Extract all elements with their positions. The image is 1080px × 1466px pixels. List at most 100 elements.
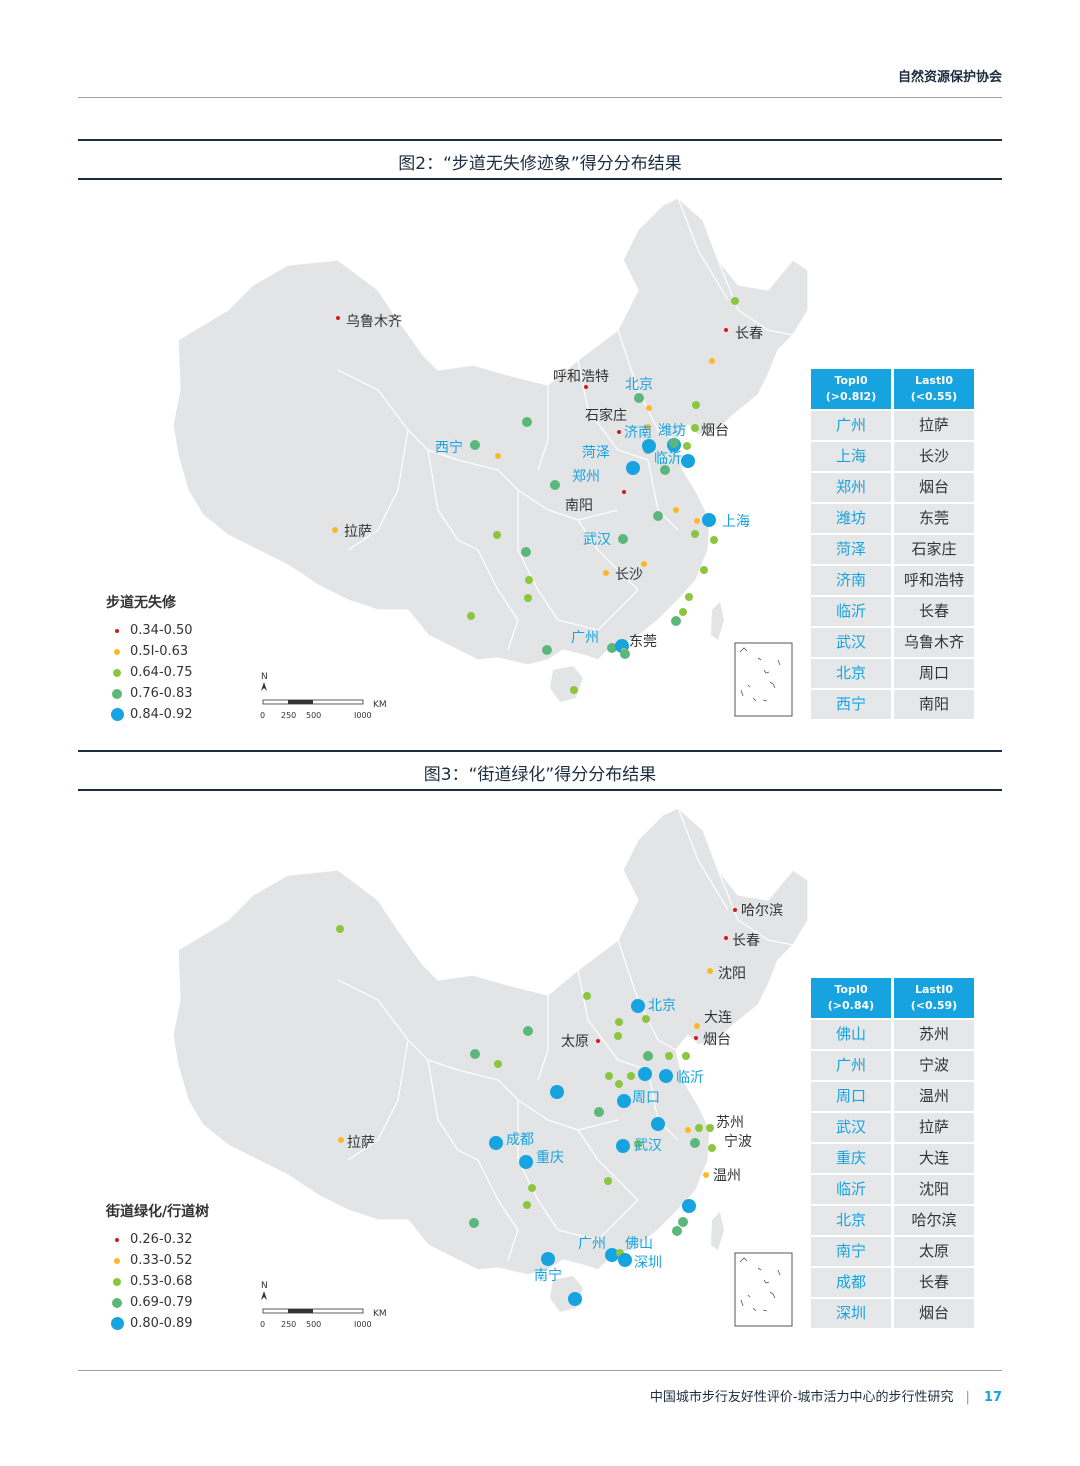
table-row: 武汉 乌鲁木齐 [811,626,974,657]
figure2-scale-bar: N KM 0 250 500 I000 [258,668,398,728]
legend-item: 0.84-0.92 [106,704,193,725]
city-label: 临沂 [676,1070,704,1086]
figure2-city-dots [332,297,739,694]
north-arrow-icon [261,1291,267,1300]
city-marker [521,547,531,557]
city-marker [605,1248,619,1262]
city-marker [653,511,663,521]
city-marker [685,1127,691,1133]
city-label: 大连 [704,1010,732,1026]
city-marker [336,925,344,933]
city-marker [618,534,628,544]
city-marker [724,936,728,940]
figure2-legend-title: 步道无失修 [106,595,176,611]
figure3-legend: 街道绿化/行道树 0.26-0.32 0.33-0.52 0.53-0.68 0… [106,1201,209,1334]
city-marker [615,1018,623,1026]
city-label: 广州 [578,1236,606,1252]
city-label: 重庆 [536,1150,564,1166]
legend-item: 0.26-0.32 [106,1229,209,1250]
city-marker [694,1036,698,1040]
city-marker [627,1072,635,1080]
city-label: 南阳 [565,498,593,514]
figure3-ranking-table: TopI0 (>0.84) LastI0 (<0.59) 佛山 苏州 广州 宁波 周口温… [811,978,974,1328]
city-marker [470,1049,480,1059]
china-landmass [172,197,809,702]
north-label: N [261,1281,268,1291]
city-marker [583,992,591,1000]
city-marker [679,608,687,616]
figure2-ranking-table: TopI0 (>0.8I2) LastI0 (<0.55) 广州 拉萨 上海 长沙 郑州… [811,369,974,719]
footer: 中国城市步行友好性评价-城市活力中心的步行性研究 | 17 [650,1386,1002,1405]
organization-name: 自然资源保护协会 [897,70,1002,85]
city-marker [620,649,630,659]
china-landmass [172,807,809,1312]
legend-swatch [115,1237,119,1242]
legend-swatch [112,1297,122,1308]
legend-swatch [114,1257,120,1264]
table-row: 北京 周口 [811,657,974,688]
city-marker [643,1051,653,1061]
city-label: 长春 [735,326,763,342]
city-label: 烟台 [701,423,729,439]
city-marker [638,1067,652,1081]
city-label: 上海 [722,514,750,530]
legend-item: 0.5I-0.63 [106,641,193,662]
figure3-city-dots [336,908,737,1306]
figure2-bottom-rule [78,178,1002,180]
table-row: 广州 宁波 [811,1049,974,1080]
table-row: 广州 拉萨 [811,409,974,440]
figure2-title: 图2：“步道无失修迹象”得分分布结果 [398,154,682,174]
city-marker [525,576,533,584]
table-row: 重庆 大连 [811,1142,974,1173]
legend-swatch [113,1277,121,1286]
city-marker [541,1252,555,1266]
city-marker [603,570,609,576]
table-row: 临沂 长春 [811,595,974,626]
city-marker [494,1060,502,1068]
city-marker [519,1155,533,1169]
city-label: 佛山 [625,1236,653,1252]
city-marker [694,1023,700,1029]
city-marker [669,438,679,448]
figure3-scale-bar: N KM 0 250 500 I000 [258,1277,398,1337]
city-label: 拉萨 [344,524,372,540]
city-marker [642,1015,650,1023]
city-marker [493,531,501,539]
city-marker [659,1069,673,1083]
city-marker [618,1253,632,1267]
footer-separator: | [965,1390,970,1405]
city-label: 太原 [561,1034,589,1050]
legend-swatch [113,668,121,677]
city-label: 长春 [732,933,760,949]
legend-item: 0.76-0.83 [106,683,193,704]
north-label: N [261,672,268,682]
svg-text:0: 0 [260,711,265,720]
table-row: 西宁 南阳 [811,688,974,719]
city-label: 西宁 [435,439,463,456]
city-marker [596,1039,600,1043]
city-marker [616,1139,630,1153]
city-marker [645,424,651,430]
city-marker [617,430,621,434]
legend-swatch [114,648,120,655]
city-marker [708,1144,716,1152]
city-marker [615,1080,623,1088]
city-marker [665,1052,673,1060]
svg-text:500: 500 [306,711,321,720]
legend-swatch [112,688,122,699]
city-label: 南宁 [534,1267,562,1284]
city-marker [524,594,532,602]
city-marker [642,439,656,453]
legend-item: 0.53-0.68 [106,1271,209,1292]
page-number: 17 [983,1390,1002,1405]
city-marker [584,385,588,389]
city-marker [332,527,338,533]
city-label: 临沂 [654,451,682,467]
city-marker [685,593,693,601]
legend-swatch [110,1317,124,1330]
city-marker [691,530,699,538]
svg-text:KM: KM [373,700,387,710]
